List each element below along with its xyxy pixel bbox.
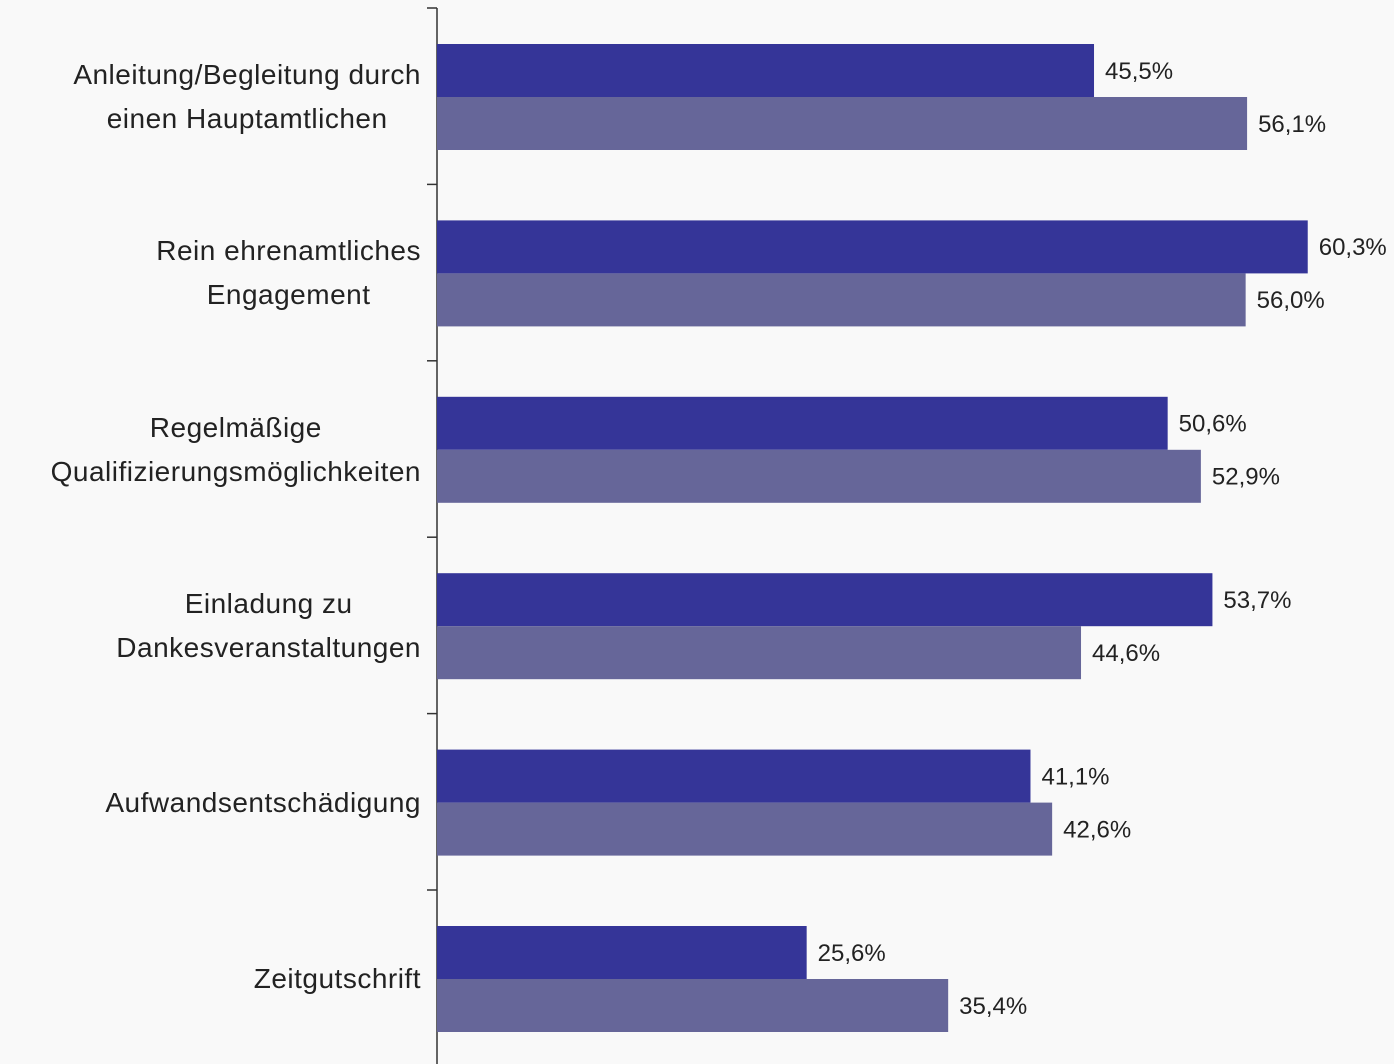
bar (437, 573, 1213, 627)
value-label: 45,5% (1105, 58, 1173, 85)
bar (437, 273, 1246, 327)
value-label: 41,1% (1041, 763, 1109, 790)
category-label: Rein ehrenamtliches Engagement (156, 235, 421, 311)
category-label: Einladung zu Dankesveranstaltungen (116, 588, 421, 664)
bar (437, 97, 1248, 150)
bar (437, 979, 949, 1032)
bar (437, 802, 1053, 856)
value-label: 25,6% (818, 940, 886, 967)
value-label: 35,4% (959, 993, 1027, 1020)
bar (437, 449, 1201, 503)
value-label: 44,6% (1092, 640, 1160, 667)
bar (437, 749, 1031, 803)
bar (437, 220, 1308, 274)
value-label: 56,1% (1258, 111, 1326, 138)
value-label: 50,6% (1179, 411, 1247, 438)
value-label: 56,0% (1257, 287, 1325, 314)
value-label: 53,7% (1223, 587, 1291, 614)
bar (437, 44, 1095, 97)
bar (437, 926, 807, 979)
value-label: 42,6% (1063, 816, 1131, 843)
bar (437, 396, 1168, 450)
bar (437, 626, 1082, 680)
category-label: Zeitgutschrift (253, 963, 421, 994)
category-label: Anleitung/Begleitung durch einen Hauptam… (73, 59, 421, 134)
category-label: Regelmäßige Qualifizierungsmöglichkeiten (50, 411, 421, 487)
value-label: 60,3% (1319, 234, 1387, 261)
value-label: 52,9% (1212, 464, 1280, 491)
category-label: Aufwandsentschädigung (105, 786, 421, 818)
